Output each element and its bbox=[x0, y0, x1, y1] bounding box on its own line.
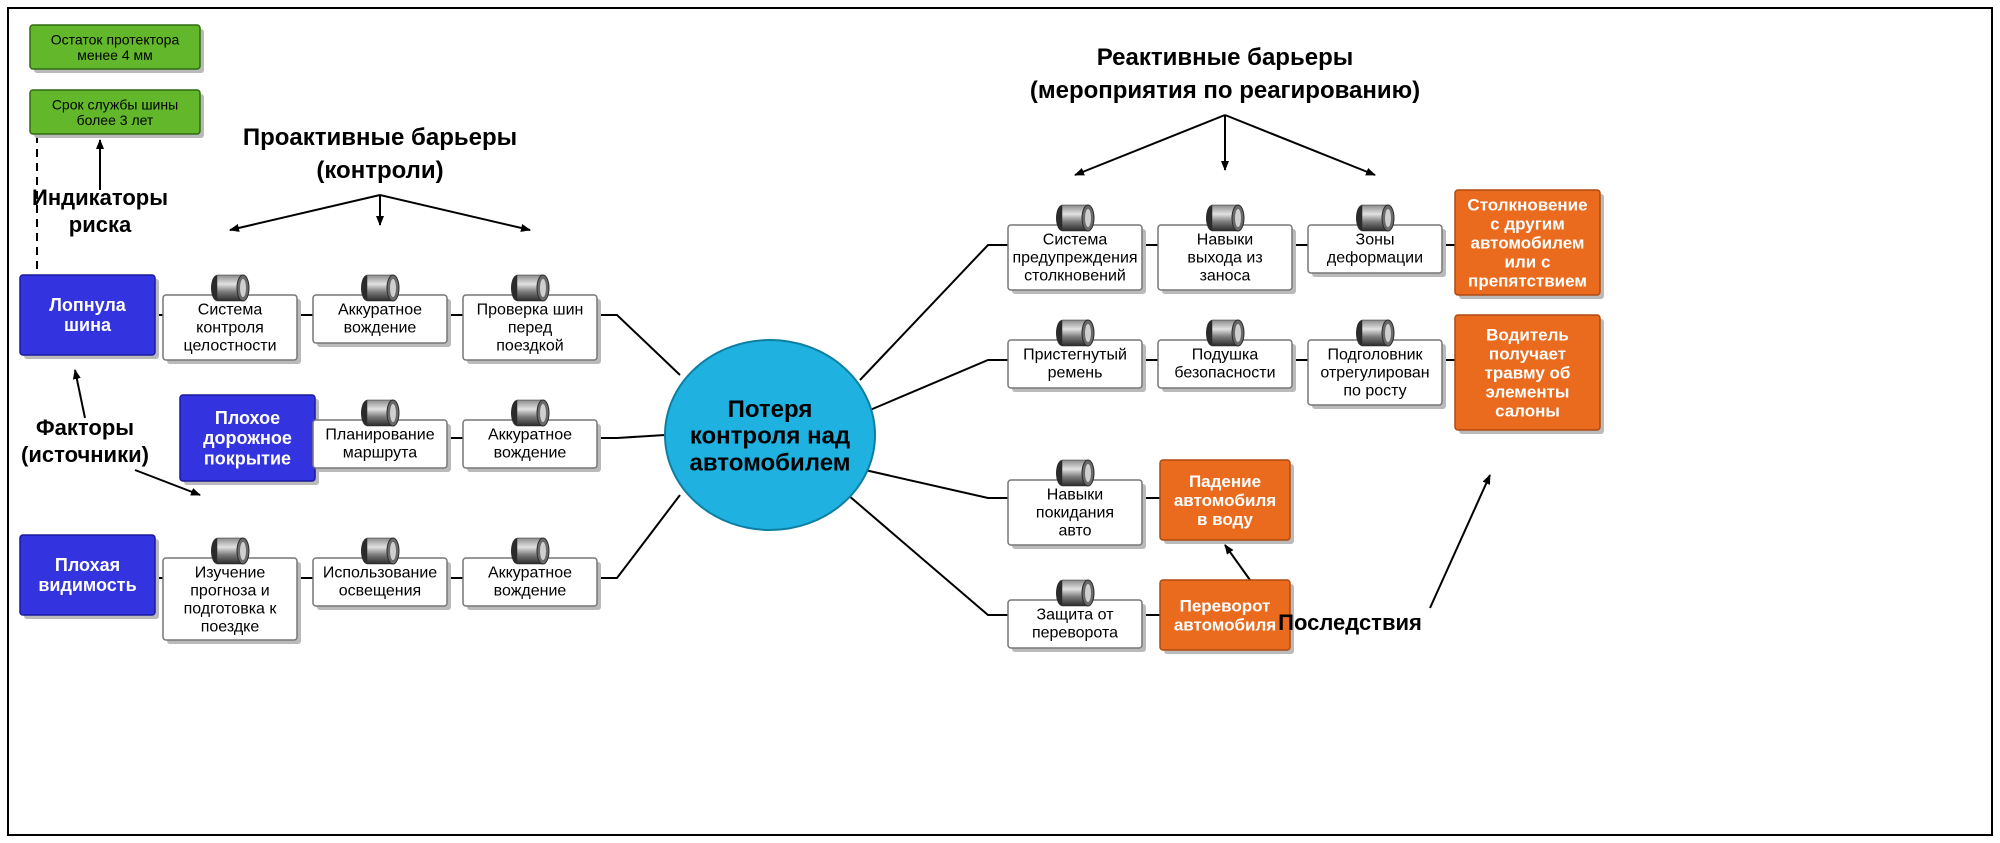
proactive-header: Проактивные барьеры bbox=[243, 124, 517, 151]
proactive-header-sub: (контроли) bbox=[316, 157, 443, 184]
barrier-tire-icon bbox=[511, 400, 549, 426]
factors-annotation: (источники) bbox=[21, 442, 149, 467]
barrier-tire-icon bbox=[1356, 205, 1394, 231]
consequences-annotation: Последствия bbox=[1278, 610, 1422, 635]
barrier-tire-icon bbox=[361, 400, 399, 426]
barrier-tire-icon bbox=[1056, 205, 1094, 231]
barrier-tire-icon bbox=[361, 275, 399, 301]
barrier-tire-icon bbox=[211, 275, 249, 301]
header-arrow bbox=[230, 195, 380, 230]
reactive-header-sub: (мероприятия по реагированию) bbox=[1030, 77, 1420, 104]
indicators-annotation: Индикаторы bbox=[32, 185, 168, 210]
threat-label: Плохоедорожноепокрытие bbox=[203, 408, 292, 468]
barrier-label: Аккуратноевождение bbox=[338, 302, 422, 337]
barrier-tire-icon bbox=[361, 538, 399, 564]
barrier-tire-icon bbox=[1356, 320, 1394, 346]
reactive-header: Реактивные барьеры bbox=[1097, 44, 1353, 71]
header-arrow bbox=[1225, 115, 1375, 175]
consequences-arrow bbox=[1430, 475, 1490, 608]
barrier-tire-icon bbox=[511, 275, 549, 301]
indicators-annotation: риска bbox=[69, 212, 132, 237]
barrier-tire-icon bbox=[1056, 460, 1094, 486]
barrier-tire-icon bbox=[1206, 320, 1244, 346]
header-arrow bbox=[380, 195, 530, 230]
barrier-tire-icon bbox=[1056, 580, 1094, 606]
outcome-label: Водительполучаеттравму обэлементысалоны bbox=[1485, 326, 1571, 421]
barrier-label: Использованиеосвещения bbox=[323, 565, 437, 600]
barrier-label: Аккуратноевождение bbox=[488, 427, 572, 462]
barrier-label: Аккуратноевождение bbox=[488, 565, 572, 600]
bowtie-diagram: Остаток протектораменее 4 ммСрок службы … bbox=[0, 0, 2000, 843]
factors-arrow bbox=[75, 370, 85, 418]
barrier-tire-icon bbox=[511, 538, 549, 564]
barrier-tire-icon bbox=[211, 538, 249, 564]
barrier-label: Защита отпереворота bbox=[1032, 607, 1118, 642]
header-arrow bbox=[1075, 115, 1225, 175]
barrier-tire-icon bbox=[1206, 205, 1244, 231]
outcome-label: Столкновениес другимавтомобилемили спреп… bbox=[1467, 196, 1587, 291]
outcome-label: Переворотавтомобиля bbox=[1174, 597, 1276, 635]
barrier-tire-icon bbox=[1056, 320, 1094, 346]
factors-annotation: Факторы bbox=[36, 415, 134, 440]
